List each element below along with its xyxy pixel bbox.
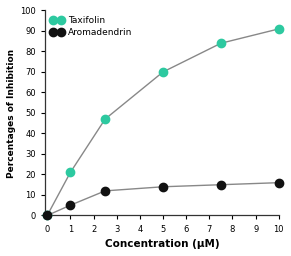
X-axis label: Concentration (μM): Concentration (μM): [104, 239, 219, 249]
Line: Taxifolin: Taxifolin: [43, 25, 283, 220]
Taxifolin: [69, 171, 72, 174]
Aromadendrin: [45, 214, 49, 217]
Aromadendrin: [277, 181, 281, 184]
Aromadendrin: [103, 189, 107, 193]
Y-axis label: Percentages of Inhibition: Percentages of Inhibition: [7, 48, 16, 177]
Line: Aromadendrin: Aromadendrin: [43, 178, 283, 220]
Taxifolin: [161, 70, 165, 73]
Taxifolin: [277, 27, 281, 30]
Aromadendrin: [69, 204, 72, 207]
Legend: Taxifolin, Aromadendrin: Taxifolin, Aromadendrin: [49, 15, 134, 38]
Taxifolin: [219, 42, 223, 45]
Taxifolin: [103, 118, 107, 121]
Taxifolin: [45, 214, 49, 217]
Aromadendrin: [161, 185, 165, 188]
Aromadendrin: [219, 183, 223, 186]
